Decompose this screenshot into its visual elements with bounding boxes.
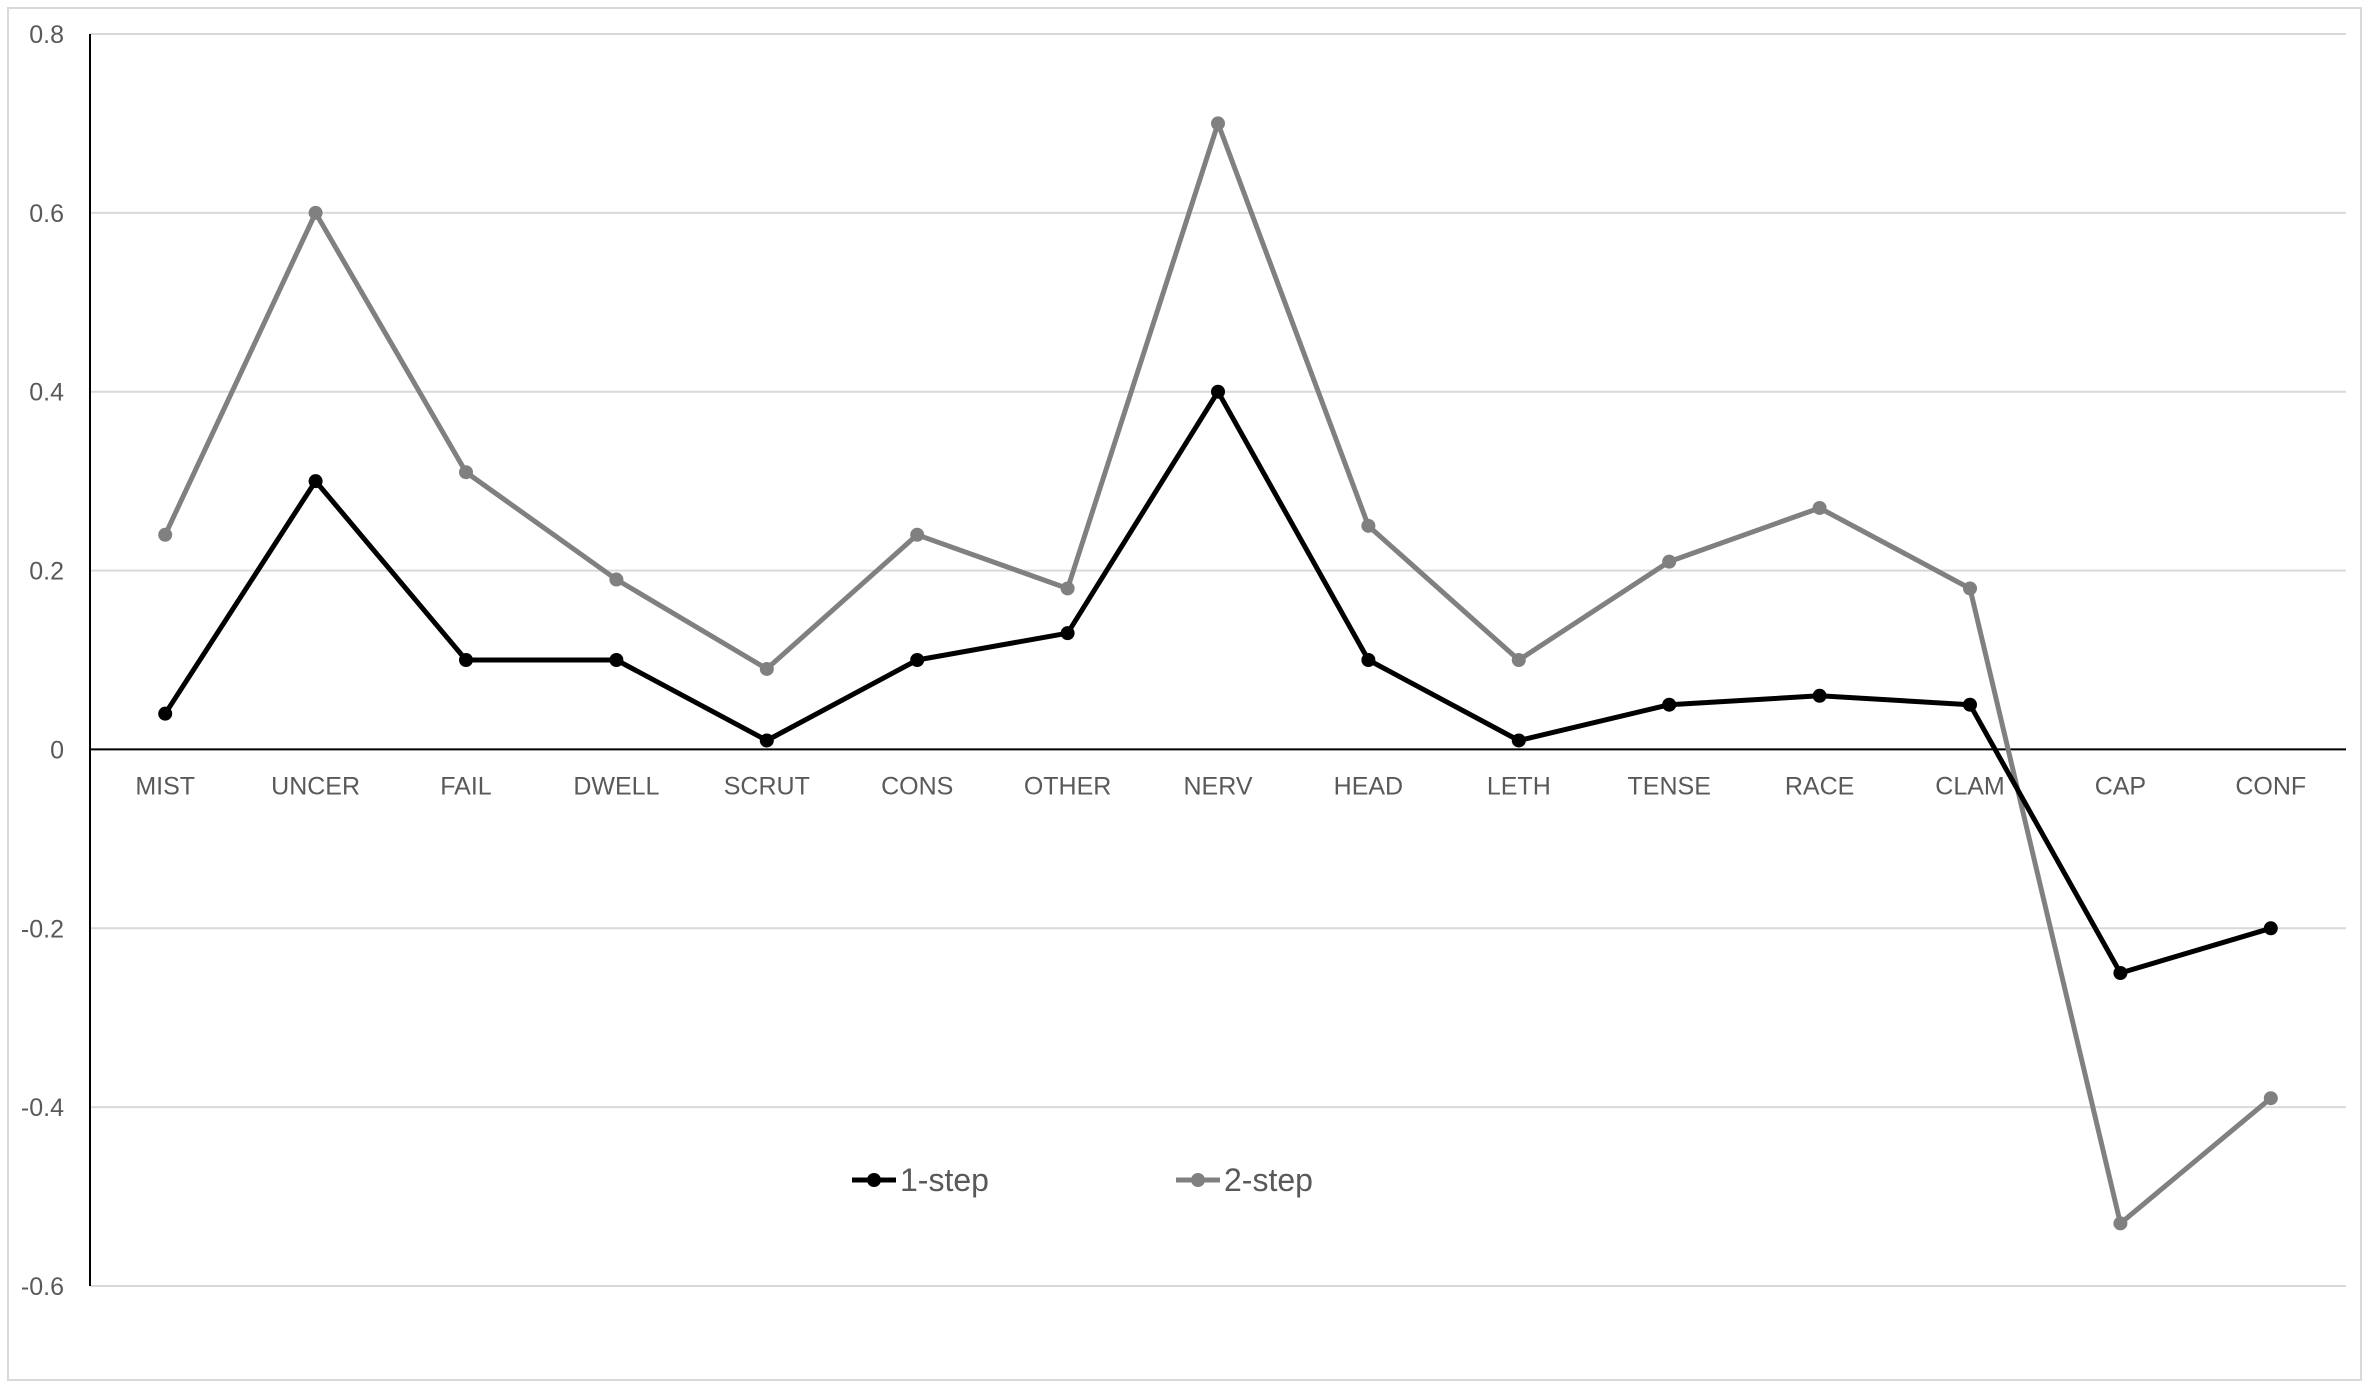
legend-swatch-marker	[1191, 1173, 1205, 1187]
data-point	[2263, 921, 2278, 936]
data-point	[1662, 697, 1677, 712]
x-tick-label: SCRUT	[724, 772, 810, 800]
series-line	[162, 120, 2274, 1226]
x-tick-label: LETH	[1487, 772, 1551, 800]
y-tick-labels: 0.8 0.6 0.4 0.2 0 -0.2 -0.4 -0.6	[21, 21, 64, 1301]
x-tick-labels: MIST UNCER FAIL DWELL SCRUT CONS OTHER NERV HEAD…	[135, 772, 2306, 800]
x-tick-label: CONS	[881, 772, 953, 800]
legend-label: 1-step	[900, 1162, 989, 1198]
data-point	[2263, 1091, 2278, 1106]
y-tick-label: -0.4	[21, 1094, 64, 1122]
data-point	[1812, 500, 1827, 515]
data-point	[1511, 653, 1526, 667]
data-point	[910, 527, 925, 542]
chart-frame	[7, 7, 2362, 1381]
x-tick-label: UNCER	[271, 772, 360, 800]
legend-label: 2-step	[1224, 1162, 1313, 1198]
x-tick-label: FAIL	[440, 772, 492, 800]
data-point	[609, 572, 624, 587]
x-tick-label: NERV	[1183, 772, 1252, 800]
data-point	[1511, 733, 1526, 748]
series-2-step	[158, 116, 2278, 1231]
data-point	[1060, 626, 1075, 641]
data-point	[910, 653, 925, 667]
legend: 1-step 2-step	[852, 1162, 1313, 1198]
data-point	[1361, 518, 1376, 533]
data-point	[308, 205, 323, 220]
x-tick-label: CONF	[2235, 772, 2306, 800]
series-layer	[158, 116, 2278, 1231]
data-point	[1963, 581, 1977, 596]
series-1-step	[158, 384, 2278, 980]
data-point	[2113, 1216, 2128, 1231]
data-point	[158, 706, 173, 721]
legend-item-2-step: 2-step	[1176, 1162, 1313, 1198]
x-tick-label: RACE	[1785, 772, 1854, 800]
x-tick-label: MIST	[135, 772, 195, 800]
data-point	[1060, 581, 1075, 596]
data-point	[158, 527, 173, 542]
y-tick-label: 0	[50, 736, 64, 764]
data-point	[2113, 966, 2128, 980]
data-point	[1211, 384, 1225, 399]
data-point	[1662, 554, 1677, 569]
data-point	[759, 661, 774, 676]
data-point	[308, 474, 323, 489]
gridlines	[90, 33, 2346, 1287]
legend-swatch-marker	[867, 1173, 881, 1187]
y-tick-label: 0.8	[29, 21, 64, 49]
y-tick-label: 0.2	[29, 558, 64, 586]
data-point	[609, 653, 624, 667]
x-tick-label: CAP	[2095, 772, 2146, 800]
y-tick-label: -0.6	[21, 1273, 64, 1301]
x-tick-label: TENSE	[1628, 772, 1711, 800]
data-point	[459, 653, 473, 667]
data-point	[459, 465, 473, 480]
data-point	[1211, 116, 1225, 131]
data-point	[1812, 688, 1827, 703]
series-line	[162, 389, 2274, 976]
legend-item-1-step: 1-step	[852, 1162, 989, 1198]
y-tick-label: 0.4	[29, 379, 64, 407]
data-point	[1963, 697, 1977, 712]
data-point	[1361, 653, 1376, 667]
x-tick-label: OTHER	[1024, 772, 1112, 800]
x-tick-label: DWELL	[573, 772, 659, 800]
y-tick-label: 0.6	[29, 200, 64, 228]
x-tick-label: CLAM	[1935, 772, 2004, 800]
y-tick-label: -0.2	[21, 915, 64, 943]
x-tick-label: HEAD	[1334, 772, 1403, 800]
data-point	[759, 733, 774, 748]
